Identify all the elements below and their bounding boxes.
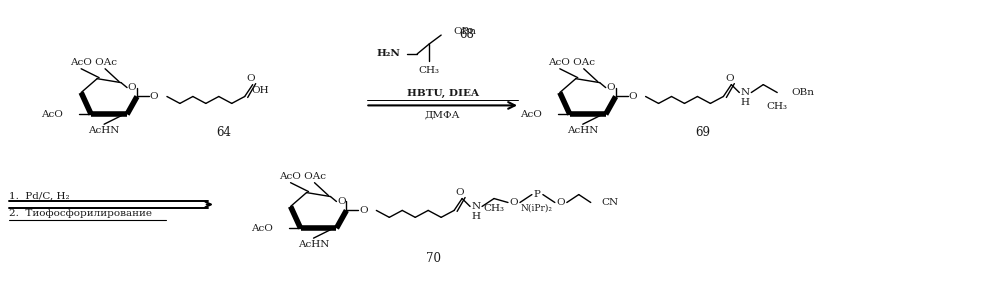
Text: 69: 69 <box>695 126 710 139</box>
Text: O: O <box>556 198 565 207</box>
Text: 2.  Тиофосфорилирование: 2. Тиофосфорилирование <box>9 209 153 218</box>
Text: O: O <box>359 206 368 215</box>
Text: 70: 70 <box>426 252 441 266</box>
Text: O: O <box>337 197 346 206</box>
Text: O: O <box>246 74 255 83</box>
Text: P: P <box>533 190 540 199</box>
Text: N: N <box>741 88 750 97</box>
Text: 68: 68 <box>460 28 475 41</box>
Text: O: O <box>606 83 615 92</box>
Text: N: N <box>472 202 481 211</box>
Text: O: O <box>128 83 137 92</box>
Text: CH₃: CH₃ <box>419 66 440 75</box>
Text: O: O <box>150 92 159 101</box>
Text: AcO: AcO <box>41 110 63 119</box>
Text: H: H <box>472 212 481 221</box>
Text: AcO OAc: AcO OAc <box>279 172 326 181</box>
Text: OBn: OBn <box>453 27 477 36</box>
Text: AcO: AcO <box>251 224 272 233</box>
Text: AcHN: AcHN <box>298 240 329 249</box>
Text: HBTU, DIEA: HBTU, DIEA <box>407 89 479 98</box>
Text: CH₃: CH₃ <box>484 204 504 213</box>
Text: H₂N: H₂N <box>377 49 400 59</box>
Text: AcHN: AcHN <box>89 126 120 135</box>
Text: OH: OH <box>252 86 269 95</box>
Text: O: O <box>725 74 734 83</box>
Text: OBn: OBn <box>792 88 815 97</box>
Text: AcHN: AcHN <box>567 126 598 135</box>
Text: ДМФА: ДМФА <box>425 111 461 120</box>
Text: H: H <box>741 98 750 107</box>
Text: AcO: AcO <box>520 110 542 119</box>
Text: 64: 64 <box>216 126 231 139</box>
Text: CH₃: CH₃ <box>767 102 788 111</box>
Text: AcO OAc: AcO OAc <box>70 58 117 67</box>
Text: CN: CN <box>602 198 619 207</box>
Text: O: O <box>628 92 637 101</box>
Text: O: O <box>456 188 465 197</box>
Text: N(iPr)₂: N(iPr)₂ <box>520 204 553 213</box>
Text: 1.  Pd/C, H₂: 1. Pd/C, H₂ <box>9 192 70 200</box>
Text: AcO OAc: AcO OAc <box>548 58 595 67</box>
Text: O: O <box>509 198 518 207</box>
